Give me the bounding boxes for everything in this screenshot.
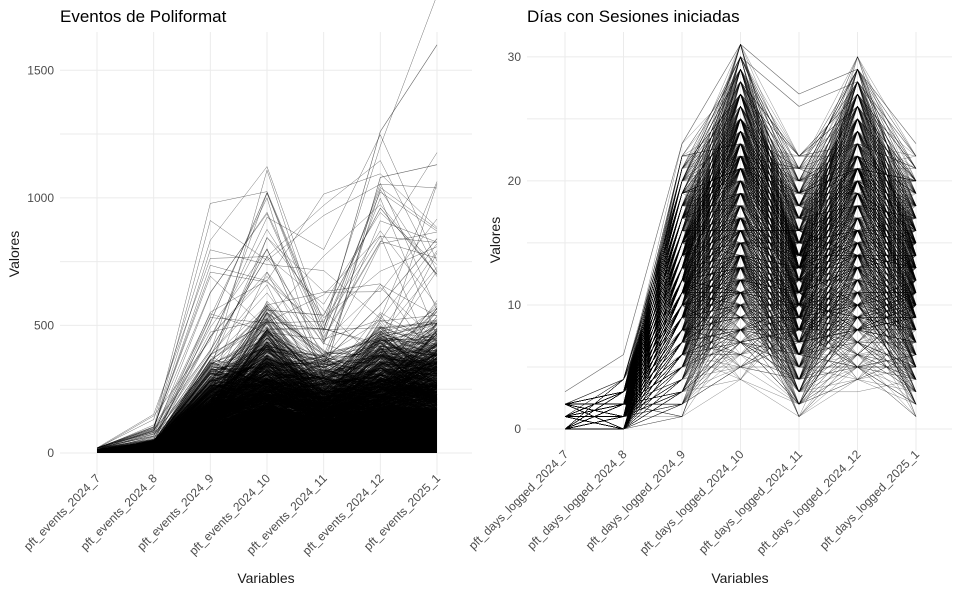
series-line — [96, 181, 438, 449]
series-line — [96, 0, 436, 449]
y-tick-label: 0 — [47, 446, 54, 460]
y-tick-label: 30 — [508, 50, 522, 64]
series-line — [96, 319, 438, 451]
series-line-outlier — [564, 44, 917, 393]
series-line-outlier — [96, 207, 438, 451]
series-line-outlier — [96, 381, 438, 452]
series-line — [96, 357, 438, 452]
y-tick-label: 10 — [508, 298, 522, 312]
chart-title: Eventos de Poliformat — [60, 7, 227, 26]
series-line — [96, 308, 438, 451]
series-line-outlier — [564, 93, 917, 430]
series-line-outlier — [564, 81, 917, 417]
series-line — [96, 356, 438, 453]
series-line — [96, 134, 438, 449]
series-line-outlier — [564, 56, 917, 405]
x-axis-label: Variables — [237, 570, 294, 586]
series-line-outlier — [96, 44, 438, 451]
series-line — [96, 191, 438, 449]
y-axis-label: Valores — [6, 231, 22, 277]
y-tick-labels: 0 500 1000 1500 — [27, 63, 54, 460]
series-line — [96, 305, 438, 450]
series-line — [96, 218, 438, 449]
y-tick-labels: 0 10 20 30 — [508, 50, 522, 436]
x-axis-label: Variables — [711, 570, 768, 586]
series-lines — [96, 0, 438, 453]
series-line — [96, 348, 438, 450]
series-line — [96, 373, 438, 452]
series-line — [96, 343, 438, 451]
series-line-outlier — [96, 238, 438, 452]
y-tick-label: 0 — [514, 422, 521, 436]
series-line — [96, 189, 438, 450]
y-tick-label: 1500 — [27, 63, 54, 77]
y-axis-label: Valores — [487, 217, 503, 263]
y-tick-label: 1000 — [27, 191, 54, 205]
chart-title: Días con Sesiones iniciadas — [527, 7, 740, 26]
y-tick-label: 20 — [508, 174, 522, 188]
series-line — [96, 212, 438, 450]
series-line — [96, 284, 438, 450]
series-density — [97, 404, 437, 453]
series-line — [96, 229, 438, 451]
y-tick-label: 500 — [34, 318, 54, 332]
series-lines — [564, 44, 917, 430]
series-line-outlier — [96, 164, 438, 452]
